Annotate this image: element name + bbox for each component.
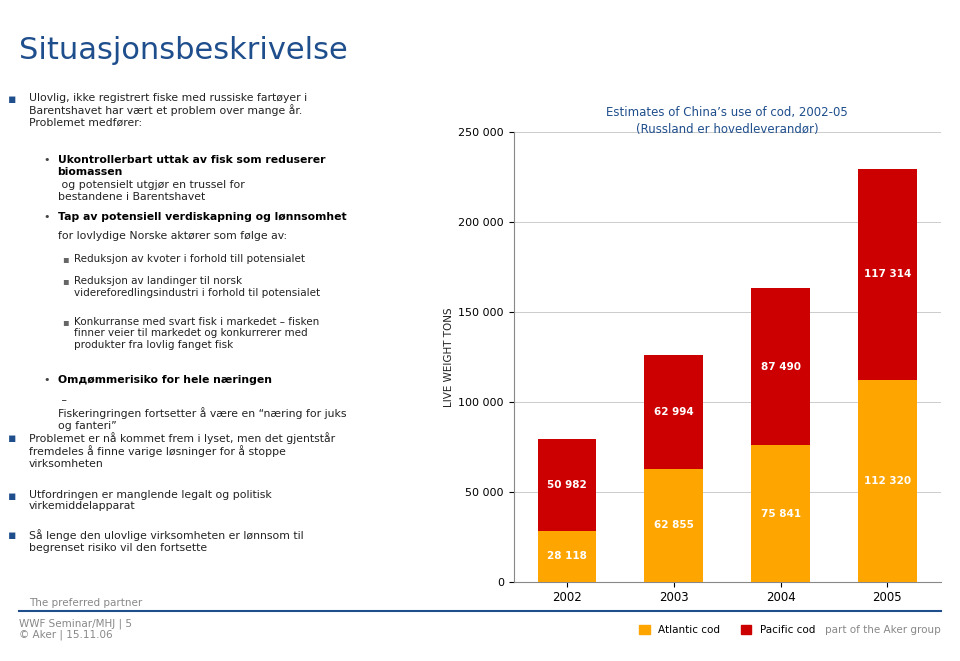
Bar [752, 288, 810, 446]
Bar [644, 356, 703, 469]
Text: (Russland er hovedleverandør): (Russland er hovedleverandør) [636, 122, 819, 136]
Bar [858, 379, 917, 582]
Text: The preferred partner: The preferred partner [29, 598, 142, 608]
Text: ▪: ▪ [62, 317, 69, 327]
Text: Estimates of China’s use of cod, 2002-05: Estimates of China’s use of cod, 2002-05 [607, 106, 848, 119]
Text: 117 314: 117 314 [864, 269, 911, 280]
Text: 50 982: 50 982 [547, 481, 587, 490]
Text: for lovlydige Norske aktører som følge av:: for lovlydige Norske aktører som følge a… [58, 231, 287, 241]
Text: Så lenge den ulovlige virksomheten er lønnsom til
begrenset risiko vil den forts: Så lenge den ulovlige virksomheten er lø… [29, 529, 303, 553]
Text: 62 855: 62 855 [654, 520, 694, 530]
Text: Reduksjon av kvoter i forhold till potensialet: Reduksjon av kvoter i forhold till poten… [74, 254, 305, 264]
Bar [538, 440, 596, 531]
Text: Tap av potensiell verdiskapning og lønnsomhet: Tap av potensiell verdiskapning og lønns… [58, 212, 347, 221]
Text: 28 118: 28 118 [547, 551, 587, 561]
Text: Situasjonsbeskrivelse: Situasjonsbeskrivelse [19, 36, 348, 65]
Text: –
Fiskeringringen fortsetter å være en “næring for juks
og fanteri”: – Fiskeringringen fortsetter å være en “… [58, 395, 347, 431]
Text: ▪: ▪ [8, 490, 16, 503]
Text: ▪: ▪ [8, 432, 16, 445]
Bar [752, 446, 810, 582]
Text: ▪: ▪ [62, 276, 69, 286]
Y-axis label: LIVE WEIGHT TONS: LIVE WEIGHT TONS [444, 307, 454, 407]
Text: part of the Aker group: part of the Aker group [825, 625, 941, 635]
Text: Utfordringen er manglende legalt og politisk
virkemiddelapparat: Utfordringen er manglende legalt og poli… [29, 490, 272, 512]
Text: 112 320: 112 320 [864, 476, 911, 486]
Text: Omдømmerisiko for hele næringen: Omдømmerisiko for hele næringen [58, 375, 272, 385]
Bar [538, 531, 596, 582]
Text: 62 994: 62 994 [654, 407, 694, 417]
Text: •: • [43, 155, 50, 165]
Text: ▪: ▪ [8, 93, 16, 106]
Text: 75 841: 75 841 [760, 508, 801, 518]
Text: Ulovlig, ikke registrert fiske med russiske fartøyer i
Barentshavet har vært et : Ulovlig, ikke registrert fiske med russi… [29, 93, 307, 128]
Text: ▪: ▪ [8, 529, 16, 543]
Bar [858, 169, 917, 379]
Text: © Aker | 15.11.06: © Aker | 15.11.06 [19, 629, 113, 640]
Text: Ukontrollerbart uttak av fisk som reduserer
biomassen: Ukontrollerbart uttak av fisk som reduse… [58, 155, 325, 177]
Text: •: • [43, 212, 50, 221]
Text: Konkurranse med svart fisk i markedet – fisken
finner veier til markedet og konk: Konkurranse med svart fisk i markedet – … [74, 317, 319, 350]
Text: WWF Seminar/MHJ | 5: WWF Seminar/MHJ | 5 [19, 618, 132, 629]
Text: Problemet er nå kommet frem i lyset, men det gjentstår
fremdeles å finne varige : Problemet er nå kommet frem i lyset, men… [29, 432, 335, 469]
Text: og potensielt utgjør en trussel for
bestandene i Barentshavet: og potensielt utgjør en trussel for best… [58, 180, 245, 202]
Legend: Atlantic cod, Pacific cod: Atlantic cod, Pacific cod [636, 621, 819, 639]
Text: ▪: ▪ [62, 254, 69, 264]
Bar [644, 469, 703, 582]
Text: 87 490: 87 490 [760, 362, 801, 371]
Text: Reduksjon av landinger til norsk
videreforedlingsindustri i forhold til potensia: Reduksjon av landinger til norsk videref… [74, 276, 320, 298]
Text: •: • [43, 375, 50, 385]
